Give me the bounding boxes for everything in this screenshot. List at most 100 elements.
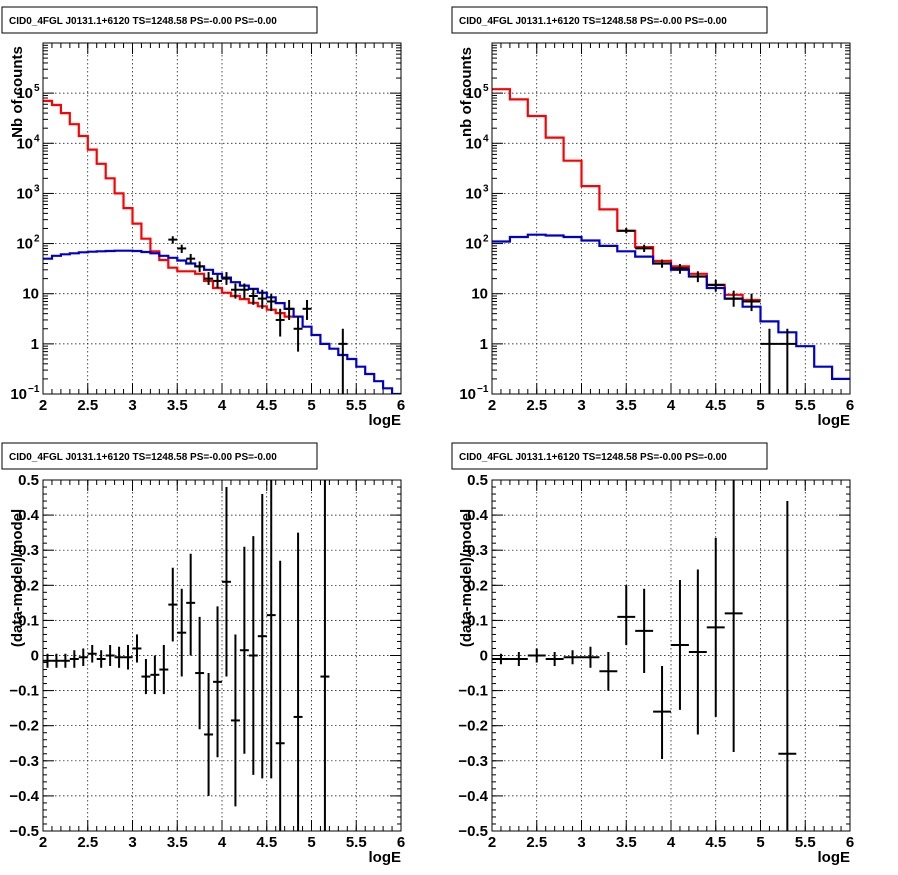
plot-frame [42,42,402,395]
x-tick-label: 6 [846,397,854,414]
x-tick-label: 5 [756,397,764,414]
y-tick-label: 0.2 [18,577,39,594]
y-tick-label: 0.4 [18,507,40,524]
y-tick-exponent: 4 [483,133,489,144]
data-point [266,293,276,312]
x-tick-label: 2.5 [77,834,98,851]
panel-title: CID0_4FGL J0131.1+6120 TS=1248.58 PS=-0.… [459,16,727,27]
x-tick-label: 4 [667,397,676,414]
x-tick-label: 4.5 [705,397,726,414]
data-point [492,653,510,665]
x-tick-label: 6 [846,834,854,851]
panel-title-box [451,6,768,34]
y-axis-title: (data-model)/model [458,509,475,647]
data-point [706,279,725,292]
x-tick-label: 3.5 [167,397,188,414]
data-point [706,537,725,717]
data-point [545,651,564,667]
data-point [168,567,178,642]
plot-frame [491,479,851,832]
data-point [302,299,312,320]
x-tick-label: 3 [128,834,136,851]
x-tick-label: 4.5 [256,397,277,414]
data-point [257,494,267,779]
data-point [581,646,600,668]
plot-content [43,480,330,831]
y-tick-label: 10 [459,386,476,403]
y-tick-label: 0.5 [18,472,39,489]
y-tick-label: 0.2 [467,577,488,594]
data-point [778,501,797,831]
x-tick-label: 2.5 [77,397,98,414]
x-tick-label: 5.5 [795,834,816,851]
plot-frame [42,479,402,832]
x-tick-label: 4 [218,397,227,414]
data-point [266,480,276,779]
y-tick-label: 0.3 [467,542,488,559]
x-tick-label: 4 [667,834,676,851]
data-point [230,283,240,299]
data-point [105,644,115,667]
residuals-left-panel: CID0_4FGL J0131.1+6120 TS=1248.58 PS=-0.… [1,442,405,866]
data-point [293,532,303,831]
data-point [150,655,160,695]
y-tick-exponent: 3 [483,183,489,194]
y-axis-title: (data-model)/model [9,509,26,647]
counts-left-panel: CID0_4FGL J0131.1+6120 TS=1248.58 PS=-0.… [1,6,405,429]
data-point [123,644,133,670]
data-point [132,634,142,663]
data-point [320,480,330,831]
y-tick-exponent: 3 [34,183,40,194]
data-point [159,644,169,695]
x-tick-label: 6 [397,834,405,851]
data-point [293,316,303,352]
plot-frame [491,42,851,395]
y-axis-title: nb of counts [458,47,475,137]
data-point [204,673,214,796]
y-tick-label: 10 [16,135,33,152]
x-tick-label: 3.5 [616,397,637,414]
y-tick-label: −0.1 [9,683,39,700]
y-tick-label: −0.2 [458,718,488,735]
data-point [177,588,187,677]
data-point [617,585,636,645]
y-tick-label: 10 [16,185,33,202]
data-point [671,580,689,710]
data-point [257,289,267,309]
data-point [688,271,707,283]
data-point [653,259,671,268]
y-tick-label: −0.5 [458,823,488,840]
model-background-line [43,249,401,394]
data-point [653,666,671,760]
data-point [760,328,779,394]
y-tick-exponent: −1 [28,384,40,395]
residuals-right-panel: CID0_4FGL J0131.1+6120 TS=1248.58 PS=-0.… [451,442,854,866]
x-tick-label: 5 [756,834,764,851]
x-tick-label: 3.5 [167,834,188,851]
x-tick-label: 2 [488,397,496,414]
x-tick-label: 2 [39,834,47,851]
y-tick-exponent: 5 [483,83,489,94]
data-point [60,653,70,668]
panel-title-box [451,442,768,470]
data-point [778,328,797,394]
y-tick-label: 10 [465,236,482,253]
y-tick-label: 0 [31,648,39,665]
data-point [248,288,258,305]
x-axis-title: logE [369,412,402,429]
data-point [222,487,231,677]
x-tick-label: 4 [218,834,227,851]
panel-title-box [1,442,318,470]
data-point [168,236,178,244]
data-point [509,651,528,667]
y-axis-title: Nb of counts [9,46,26,138]
x-axis-title: logE [818,849,851,866]
data-point [248,536,258,775]
x-tick-label: 3 [577,397,585,414]
x-tick-label: 4.5 [705,834,726,851]
data-point [141,659,151,695]
data-point [275,560,285,831]
y-tick-label: 10 [10,386,27,403]
data-point [230,634,240,807]
